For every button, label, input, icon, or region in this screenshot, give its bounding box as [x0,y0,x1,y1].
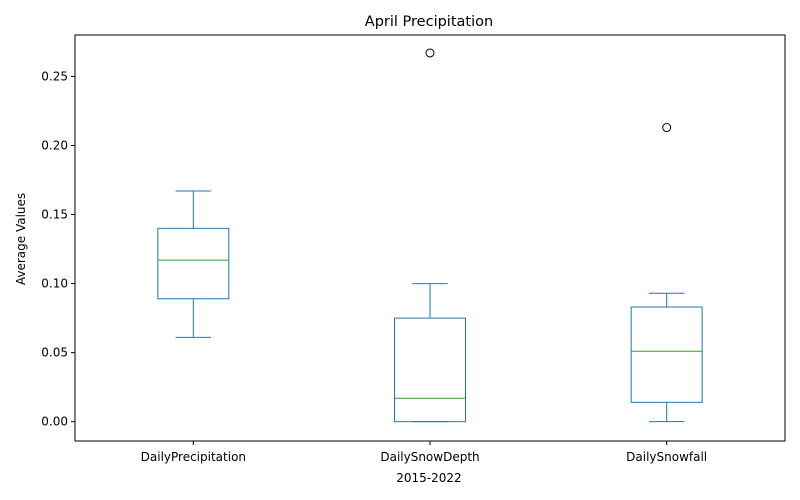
x-tick-label: DailySnowDepth [380,450,479,464]
iqr-box [394,317,466,423]
y-tick-label: 0.25 [41,69,68,83]
x-tick-label: DailySnowfall [626,450,707,464]
y-tick-label: 0.00 [41,415,68,429]
x-axis-ticks: DailyPrecipitation DailySnowDepth DailySno… [141,441,707,464]
y-tick-label: 0.20 [41,138,68,152]
box-DailyPrecipitation [157,190,230,338]
chart-title: April Precipitation [365,14,493,30]
iqr-box [157,227,230,300]
y-tick-label: 0.15 [41,208,68,222]
plot-frame [74,34,786,442]
y-axis-label: Average Values [14,193,28,285]
y-tick-label: 0.10 [41,277,68,291]
iqr-box [630,306,703,403]
y-axis-ticks: 0.00 0.05 0.10 0.15 0.20 0.25 [41,69,75,429]
box-series [157,48,703,423]
outlier-point [662,123,672,133]
outlier-point [425,48,435,58]
x-tick-label: DailyPrecipitation [141,450,246,464]
y-tick-label: 0.05 [41,346,68,360]
x-axis-label: 2015-2022 [396,471,461,485]
box-DailySnowDepth [394,48,466,423]
box-DailySnowfall [630,123,703,423]
